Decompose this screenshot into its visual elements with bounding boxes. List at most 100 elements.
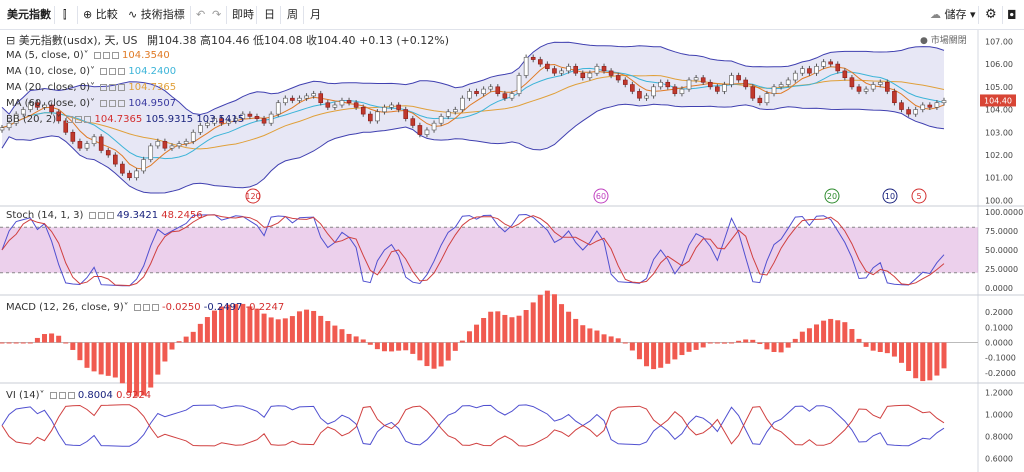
eye-icon[interactable] [100,100,108,107]
legend-menu-icon[interactable]: ˅ [39,390,45,401]
macd-histogram-bar [693,342,699,350]
candle [870,84,876,90]
candle [332,104,338,108]
settings-icon[interactable] [75,116,83,123]
symbol-button[interactable]: 美元指數 [7,8,51,21]
settings-icon[interactable] [58,392,66,399]
settings-icon[interactable] [109,84,117,91]
month-button[interactable]: 月 [310,8,321,21]
legend-bb[interactable]: BB (20, 2)˅ 104.7365 105.9315 103.5415 [6,114,244,125]
legend-menu-icon[interactable]: ˅ [90,98,96,109]
chart-canvas[interactable]: 107.00106.00105.00104.00103.00102.00101.… [0,30,1024,472]
candle [729,75,734,85]
candle [481,88,486,94]
candle [750,86,756,99]
settings-icon[interactable] [97,212,105,219]
eye-icon[interactable] [49,392,57,399]
candle [98,136,104,151]
legend-ma5[interactable]: MA (5, close, 0)˅ 104.3540 [6,50,170,61]
close-value: 104.40 [317,34,356,47]
toolbar-divider [226,6,227,24]
period-marker [882,188,898,204]
week-button[interactable]: 周 [287,8,298,21]
eye-icon[interactable] [100,68,108,75]
close-icon[interactable] [118,100,126,107]
price-tick-label: 103.00 [985,128,1013,137]
close-icon[interactable] [118,84,126,91]
indicator-icon: ∿ [128,8,138,21]
legend-menu-icon[interactable]: ˅ [90,82,96,93]
macd-histogram-bar [282,318,288,343]
day-button[interactable]: 日 [264,8,275,21]
candle [885,81,890,92]
macd-histogram-bar [219,306,225,343]
candle [169,145,175,149]
candle [821,61,826,67]
realtime-button[interactable]: 即時 [232,8,254,21]
candle [176,143,182,147]
redo-icon[interactable]: ↷ [212,8,222,21]
indicators-button[interactable]: ∿ 技術指標 [128,0,185,30]
candle [757,97,763,104]
compare-button[interactable]: ⊕ 比較 [83,0,118,30]
settings-icon[interactable] [109,68,117,75]
eye-icon[interactable] [133,304,141,311]
candle [105,150,111,156]
macd-histogram-bar [311,310,317,343]
legend-value: 0.9224 [116,390,152,401]
legend-menu-icon[interactable]: ˅ [90,66,96,77]
legend-vi[interactable]: VI (14)˅ 0.8004 0.9224 [6,390,151,401]
gear-icon[interactable]: ⚙ [985,7,997,22]
eye-icon[interactable] [100,84,108,91]
change-value: +0.13 (+0.12%) [359,34,449,47]
macd-histogram-bar [828,318,834,343]
macd-histogram-bar [332,325,338,343]
stoch-k-line [1,213,945,287]
legend-ma10[interactable]: MA (10, close, 0)˅ 104.2400 [6,66,176,77]
macd-histogram-bar [721,342,727,344]
macd-histogram-bar [77,342,83,361]
candle [715,86,720,92]
candle-type-icon[interactable]: ⫿ [63,8,67,21]
legend-macd[interactable]: MACD (12, 26, close, 9)˅ -0.0250 -0.2497… [6,302,284,313]
period-marker-label: 120 [245,192,260,201]
candle [573,66,578,74]
screenshot-icon[interactable]: ◘ [1007,8,1017,22]
candle [353,102,359,108]
legend-menu-icon[interactable]: ˅ [83,50,89,61]
legend-menu-icon[interactable]: ˅ [123,302,129,313]
candle [70,131,76,142]
open-label: 開 [147,34,159,47]
legend-stoch[interactable]: Stoch (14, 1, 3) 49.3421 48.2456 [6,210,203,221]
macd-tick-label: 0.1000 [985,323,1013,332]
macd-histogram-bar [318,315,324,343]
legend-label: MA (20, close, 0) [6,82,91,93]
macd-histogram-bar [750,339,756,343]
close-icon[interactable] [67,392,75,399]
macd-histogram-bar [134,342,140,397]
eye-icon[interactable] [93,52,101,59]
close-icon[interactable] [151,304,159,311]
close-icon[interactable] [106,212,114,219]
macd-histogram-bar [20,342,26,344]
save-button[interactable]: ☁ 儲存 ▾ [930,8,976,21]
legend-ma60[interactable]: MA (60, close, 0)˅ 104.9507 [6,98,176,109]
legend-value: 49.3421 [116,210,159,221]
collapse-icon[interactable]: ⊟ [6,34,16,47]
settings-icon[interactable] [142,304,150,311]
close-icon[interactable] [84,116,92,123]
candle [84,143,90,149]
legend-ma20[interactable]: MA (20, close, 0)˅ 104.7365 [6,82,176,93]
macd-histogram-bar [934,342,940,376]
settings-icon[interactable] [102,52,110,59]
eye-icon[interactable] [66,116,74,123]
close-icon[interactable] [111,52,119,59]
close-icon[interactable] [118,68,126,75]
candle [530,56,536,60]
undo-icon[interactable]: ↶ [196,8,206,21]
stoch-tick-label: 50.0000 [985,246,1018,255]
legend-menu-icon[interactable]: ˅ [56,114,62,125]
candle [849,77,855,88]
settings-icon[interactable] [109,100,117,107]
eye-icon[interactable] [88,212,96,219]
